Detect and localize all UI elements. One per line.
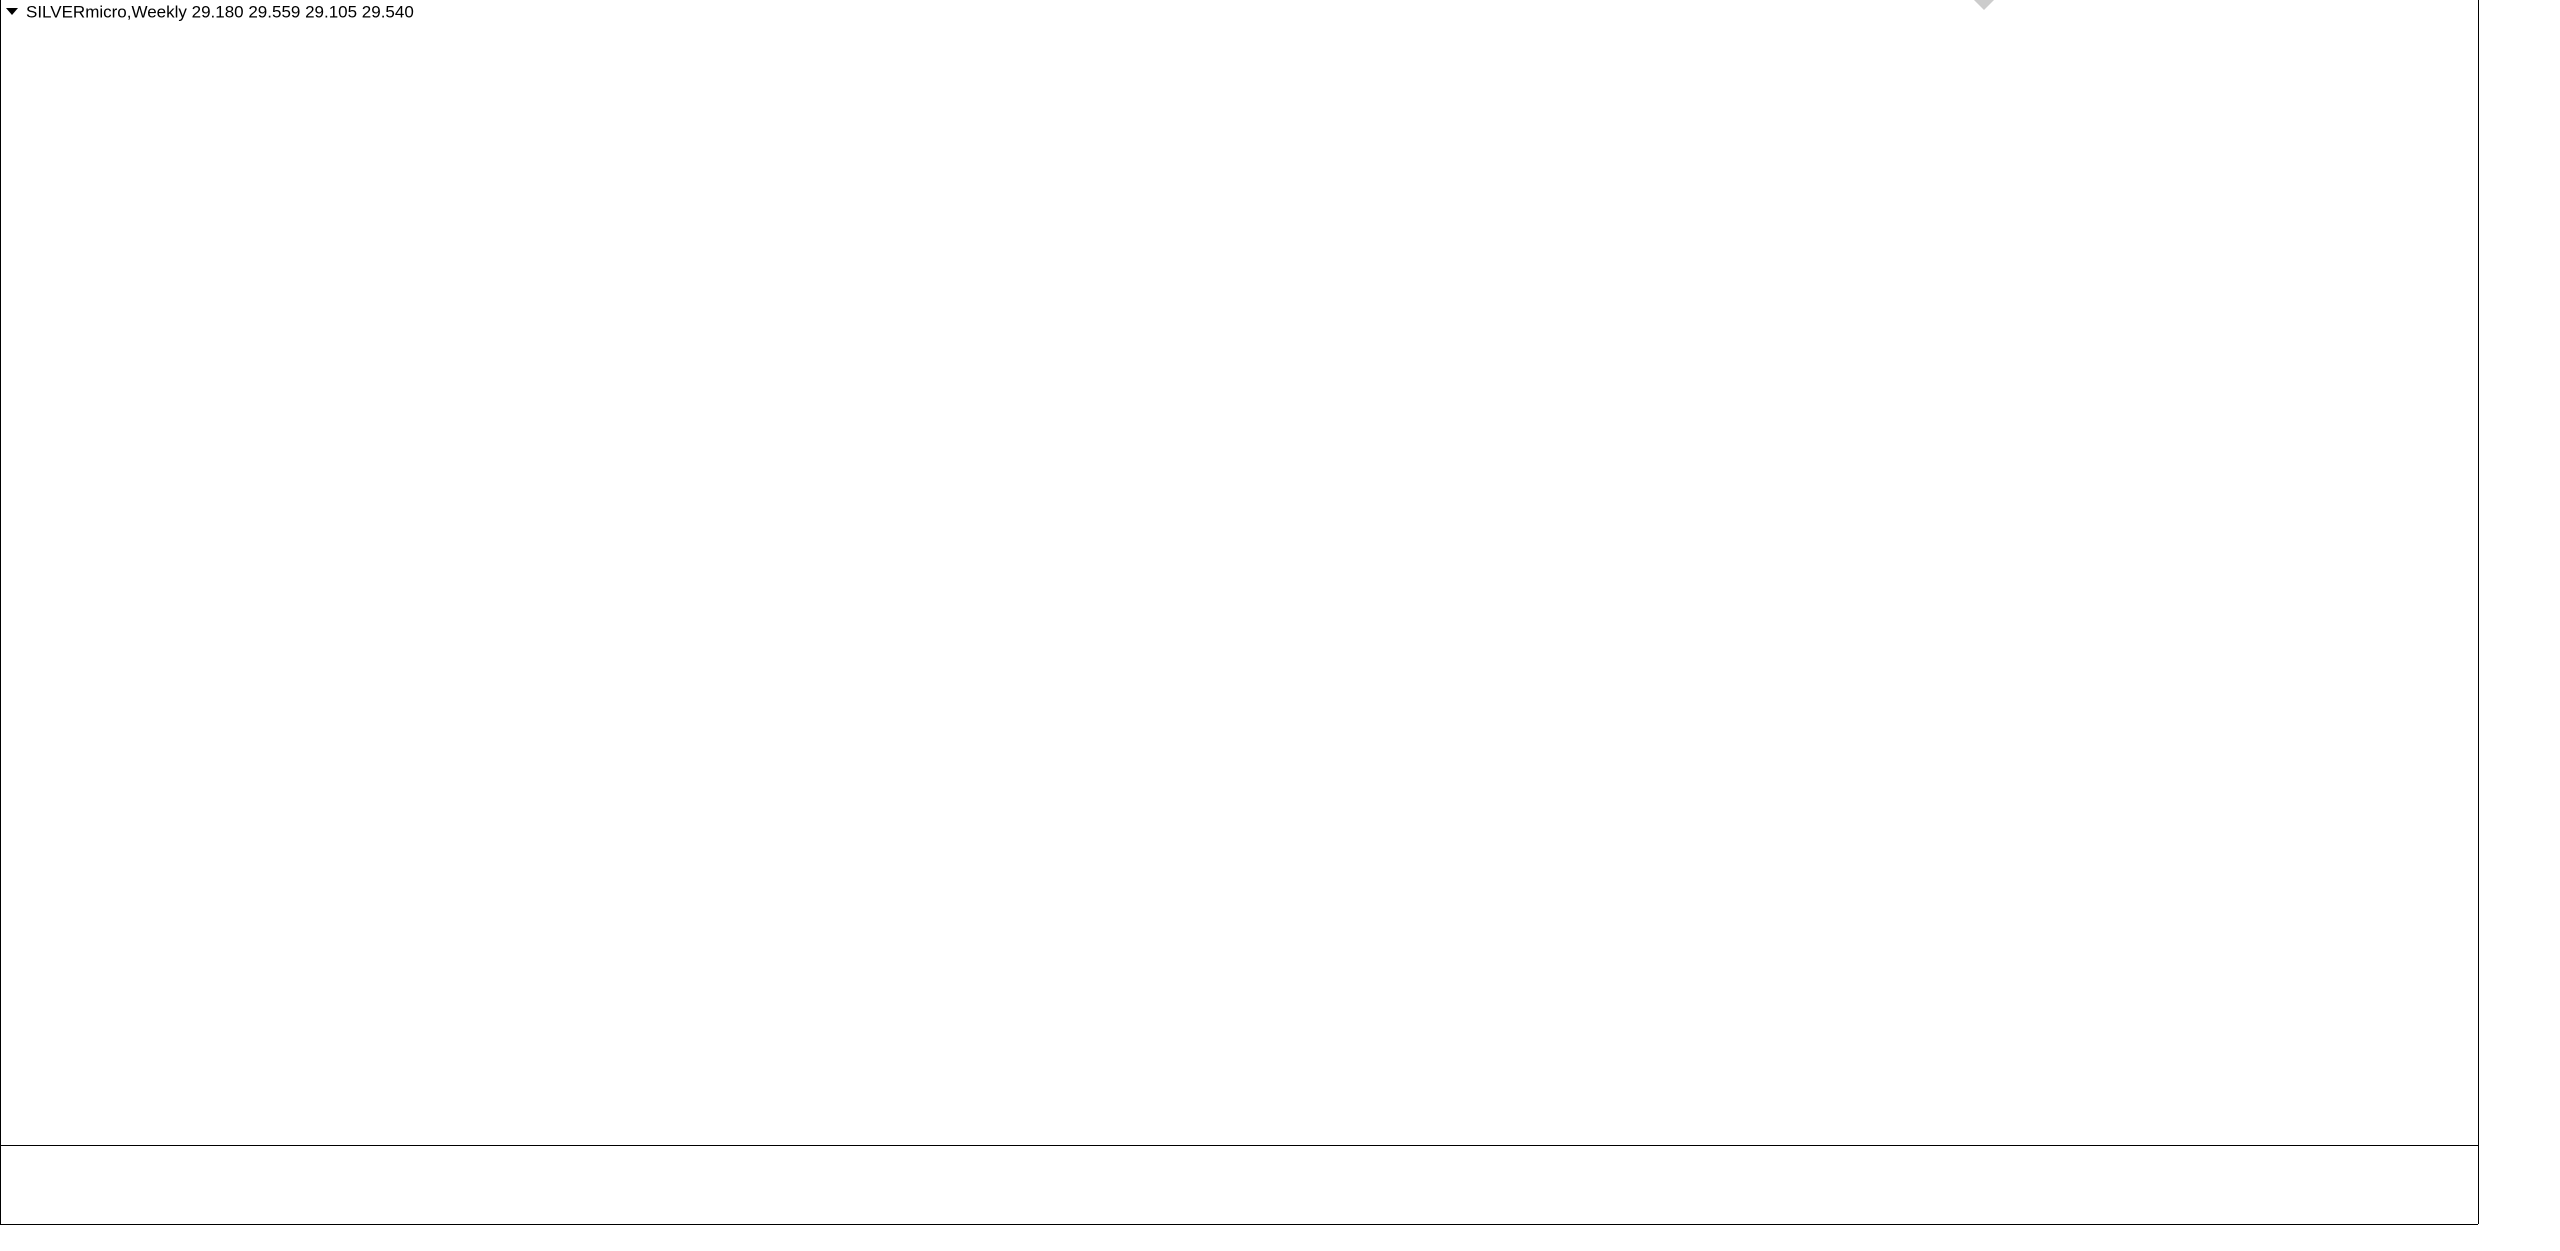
menu-arrow[interactable] <box>6 8 18 15</box>
shift-marker <box>1974 0 1994 10</box>
chart-title: SILVERmicro,Weekly 29.180 29.559 29.105 … <box>26 2 414 21</box>
